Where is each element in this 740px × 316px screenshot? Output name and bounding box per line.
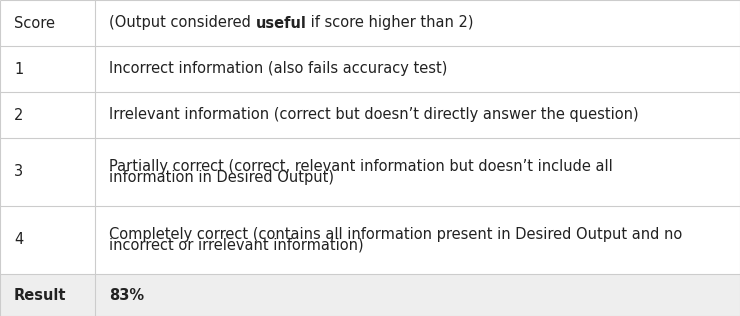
Text: 3: 3 [14,165,23,179]
Text: Result: Result [14,288,67,302]
Text: Completely correct (contains all information present in Desired Output and no: Completely correct (contains all informa… [109,227,682,242]
Bar [0,274,740,316]
Text: incorrect or irrelevant information): incorrect or irrelevant information) [109,238,363,253]
Text: Incorrect information (also fails accuracy test): Incorrect information (also fails accura… [109,62,448,76]
Bar [0,206,740,274]
Text: 4: 4 [14,233,23,247]
Bar [0,46,740,92]
Bar [0,0,740,46]
Bar [0,138,740,206]
Text: Score: Score [14,15,55,31]
Text: 2: 2 [14,107,24,123]
Text: information in Desired Output): information in Desired Output) [109,170,334,185]
Text: Partially correct (correct, relevant information but doesn’t include all: Partially correct (correct, relevant inf… [109,159,613,174]
Text: 83%: 83% [109,288,144,302]
Text: (Output considered: (Output considered [109,15,255,31]
Text: Irrelevant information (correct but doesn’t directly answer the question): Irrelevant information (correct but does… [109,107,639,123]
Text: if score higher than 2): if score higher than 2) [306,15,474,31]
Bar [0,92,740,138]
Text: 1: 1 [14,62,23,76]
Text: useful: useful [255,15,306,31]
